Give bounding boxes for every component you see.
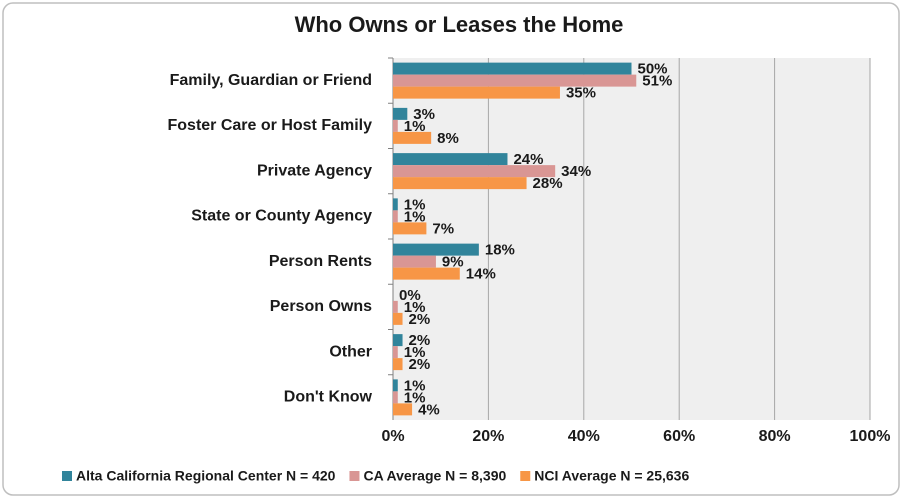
bar — [393, 358, 403, 371]
x-tick-label: 80% — [759, 428, 791, 445]
bar — [393, 267, 460, 280]
bar — [393, 74, 637, 87]
bar — [393, 198, 398, 211]
bar — [393, 131, 432, 144]
value-label: 1% — [404, 377, 426, 394]
value-label: 2% — [409, 332, 431, 349]
value-label: 8% — [437, 130, 459, 147]
value-label: 1% — [404, 196, 426, 213]
y-tick-label: Foster Care or Host Family — [168, 117, 373, 134]
legend-swatch — [62, 471, 72, 481]
bar — [393, 86, 560, 99]
value-label: 51% — [642, 73, 672, 90]
y-tick-label: Private Agency — [257, 162, 372, 179]
chart-title: Who Owns or Leases the Home — [295, 12, 624, 37]
legend-swatch — [520, 471, 531, 481]
value-label: 2% — [409, 356, 431, 373]
value-label: 1% — [404, 208, 426, 225]
value-label: 0% — [399, 287, 421, 304]
y-tick-label: Family, Guardian or Friend — [170, 72, 372, 89]
value-label: 24% — [513, 151, 543, 168]
value-label: 7% — [432, 220, 454, 237]
bar — [393, 107, 408, 120]
bar — [393, 119, 398, 132]
plot-area — [393, 58, 870, 420]
value-label: 3% — [413, 106, 435, 123]
bar — [393, 153, 508, 166]
legend-label: NCI Average N = 25,636 — [534, 468, 689, 484]
bar — [393, 255, 436, 268]
x-tick-label: 20% — [472, 428, 504, 445]
legend-label: CA Average N = 8,390 — [363, 468, 506, 484]
y-tick-label: Other — [329, 343, 372, 360]
value-label: 1% — [404, 389, 426, 406]
legend-label: Alta California Regional Center N = 420 — [76, 468, 336, 484]
x-tick-label: 40% — [568, 428, 600, 445]
bar — [393, 165, 556, 178]
value-label: 50% — [638, 61, 668, 78]
value-label: 18% — [485, 242, 515, 259]
y-tick-label: Don't Know — [284, 389, 373, 406]
x-tick-label: 0% — [381, 428, 404, 445]
value-label: 9% — [442, 254, 464, 271]
x-tick-label: 100% — [850, 428, 891, 445]
x-tick-label: 60% — [663, 428, 695, 445]
bar — [393, 222, 427, 235]
value-label: 2% — [409, 311, 431, 328]
bar — [393, 210, 398, 223]
bar — [393, 334, 403, 347]
bar — [393, 300, 398, 313]
bar — [393, 312, 403, 325]
legend-swatch — [349, 471, 360, 481]
bar — [393, 346, 398, 359]
bar — [393, 379, 398, 392]
value-label: 14% — [466, 266, 496, 283]
value-label: 28% — [533, 175, 563, 192]
bar — [393, 403, 413, 416]
value-label: 1% — [404, 299, 426, 316]
y-tick-label: State or County Agency — [191, 208, 372, 225]
y-tick-label: Person Owns — [270, 298, 372, 315]
bar — [393, 62, 632, 75]
bar — [393, 243, 479, 256]
value-label: 35% — [566, 85, 596, 102]
value-label: 1% — [404, 118, 426, 135]
bar — [393, 177, 527, 190]
value-label: 4% — [418, 401, 440, 418]
bar — [393, 391, 398, 404]
y-tick-label: Person Rents — [269, 253, 372, 270]
value-label: 1% — [404, 344, 426, 361]
value-label: 34% — [561, 163, 591, 180]
